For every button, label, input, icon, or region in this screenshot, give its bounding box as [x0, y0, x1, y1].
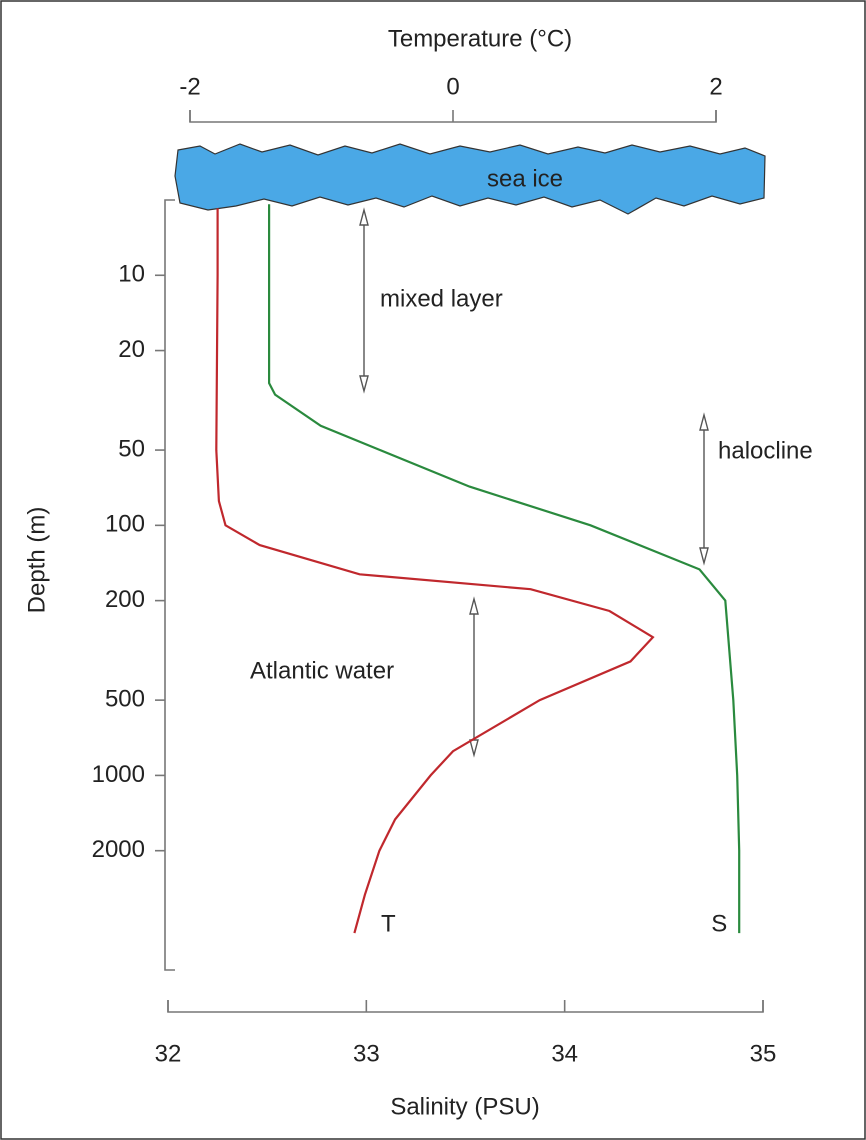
y-tick-label: 50 [118, 435, 145, 462]
series-label: T [381, 910, 396, 937]
annotation: mixed layer [380, 285, 503, 312]
y-tick-label: 200 [105, 586, 145, 613]
y-tick-label: 500 [105, 685, 145, 712]
sea-ice [174, 143, 766, 215]
arrow-head [359, 207, 369, 394]
x-tick-label: 32 [155, 1040, 182, 1067]
x-axis-title: Salinity (PSU) [390, 1093, 539, 1120]
x-tick-label: 34 [551, 1040, 578, 1067]
bottom-axis [167, 1000, 764, 1013]
y-tick-label: 2000 [92, 836, 145, 863]
annotation: sea ice [487, 165, 563, 192]
y-tick-label: 1000 [92, 761, 145, 788]
annotation: halocline [718, 437, 813, 464]
series-line [268, 204, 741, 934]
y-tick-label: 10 [118, 261, 145, 288]
x2-tick-label: 2 [709, 73, 722, 100]
arrow-head [699, 412, 709, 566]
x2-tick-label: -2 [179, 73, 200, 100]
left-axis [164, 199, 175, 971]
x-tick-label: 33 [353, 1040, 380, 1067]
annotation: Atlantic water [250, 657, 394, 684]
series-line [215, 208, 655, 934]
y-axis-title: Depth (m) [23, 507, 50, 614]
top-axis-title: Temperature (°C) [388, 25, 572, 52]
series-label: S [711, 910, 727, 937]
y-tick-label: 20 [118, 336, 145, 363]
x2-tick-label: 0 [446, 73, 459, 100]
y-tick-label: 100 [105, 511, 145, 538]
x-tick-label: 35 [750, 1040, 777, 1067]
